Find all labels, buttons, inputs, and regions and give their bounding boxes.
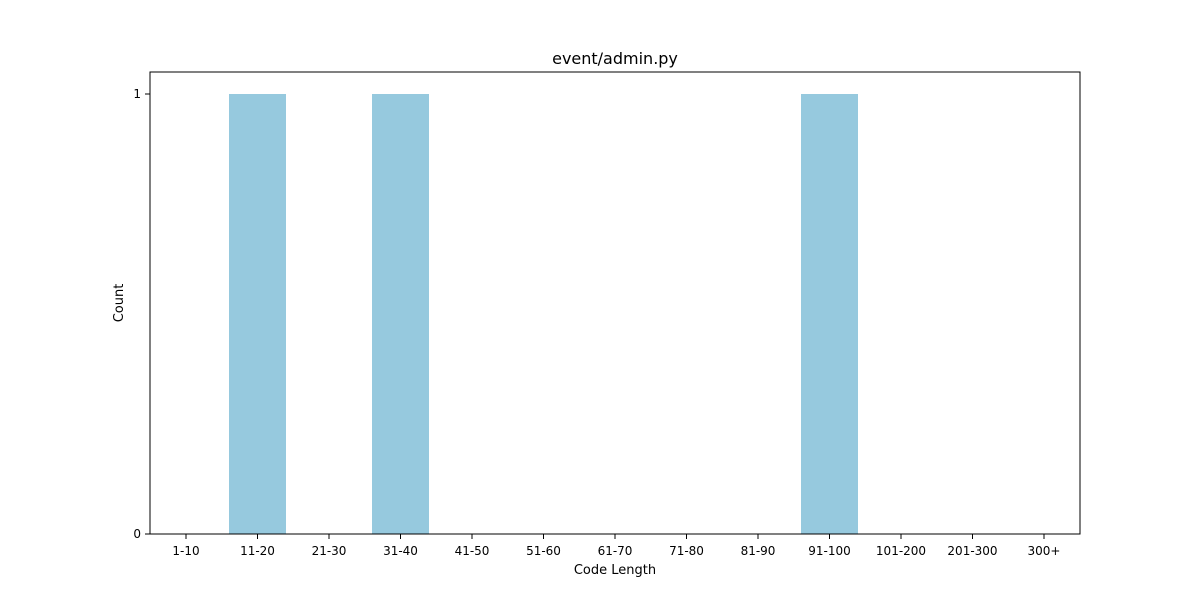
- x-tick-label: 71-80: [669, 544, 704, 558]
- x-tick-label: 51-60: [526, 544, 561, 558]
- x-tick-label: 91-100: [808, 544, 851, 558]
- y-axis-label: Count: [112, 284, 127, 323]
- x-tick-label: 81-90: [741, 544, 776, 558]
- x-tick-label: 31-40: [383, 544, 418, 558]
- x-axis-label: Code Length: [574, 563, 656, 578]
- x-tick-label: 201-300: [947, 544, 997, 558]
- x-tick-label: 11-20: [240, 544, 275, 558]
- bar-11-20: [229, 94, 286, 534]
- x-tick-label: 41-50: [455, 544, 490, 558]
- x-tick-label: 101-200: [876, 544, 926, 558]
- bars-group: [229, 94, 858, 534]
- bar-91-100: [801, 94, 858, 534]
- y-tick-label: 1: [133, 87, 141, 101]
- x-tick-label: 300+: [1028, 544, 1061, 558]
- chart-title: event/admin.py: [552, 49, 678, 68]
- x-axis-ticks: 1-10 11-20 21-30 31-40 41-50 51-60 61-70 71-80 8…: [172, 534, 1060, 558]
- x-tick-label: 61-70: [598, 544, 633, 558]
- y-tick-label: 0: [133, 527, 141, 541]
- x-tick-label: 21-30: [312, 544, 347, 558]
- bar-31-40: [372, 94, 429, 534]
- y-axis-ticks: 01: [133, 87, 150, 541]
- x-tick-label: 1-10: [172, 544, 199, 558]
